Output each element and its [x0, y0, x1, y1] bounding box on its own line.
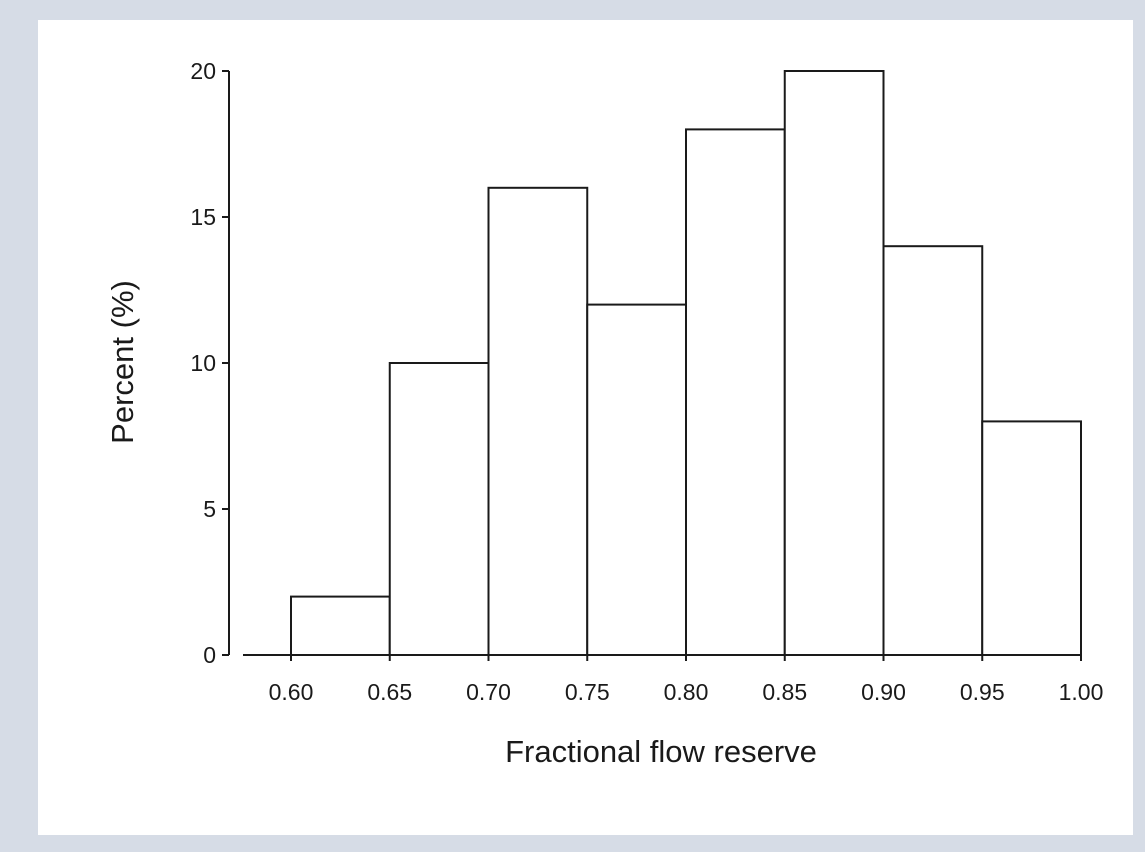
y-ticks: 0 5 10 15 20 [190, 58, 229, 668]
y-tick-label: 10 [190, 350, 216, 376]
x-tick-label: 0.85 [762, 679, 807, 705]
x-tick-label: 0.90 [861, 679, 906, 705]
x-ticks: 0.60 0.65 0.70 0.75 0.80 0.85 0.90 0.95 1.00 [269, 655, 1104, 705]
x-tick-label: 0.65 [367, 679, 412, 705]
histogram-bar [586, 303, 687, 656]
histogram-bar [685, 128, 786, 656]
histogram-bar [981, 420, 1082, 656]
y-tick-label: 5 [203, 496, 216, 522]
histogram-bar [783, 70, 885, 656]
histogram-bar [487, 186, 589, 657]
histogram-bar [882, 245, 984, 656]
x-tick-label: 0.75 [565, 679, 610, 705]
y-tick-label: 20 [190, 58, 216, 84]
y-tick-label: 15 [190, 204, 216, 230]
x-tick-label: 0.60 [269, 679, 314, 705]
x-tick-label: 0.80 [664, 679, 709, 705]
x-axis-title: Fractional flow reserve [505, 734, 817, 769]
y-tick-label: 0 [203, 642, 216, 668]
histogram-bar [290, 595, 391, 656]
histogram-bars [290, 70, 1082, 657]
histogram-bar [388, 362, 490, 656]
y-axis-title: Percent (%) [105, 280, 140, 444]
x-tick-label: 1.00 [1059, 679, 1104, 705]
x-tick-label: 0.70 [466, 679, 511, 705]
x-tick-label: 0.95 [960, 679, 1005, 705]
